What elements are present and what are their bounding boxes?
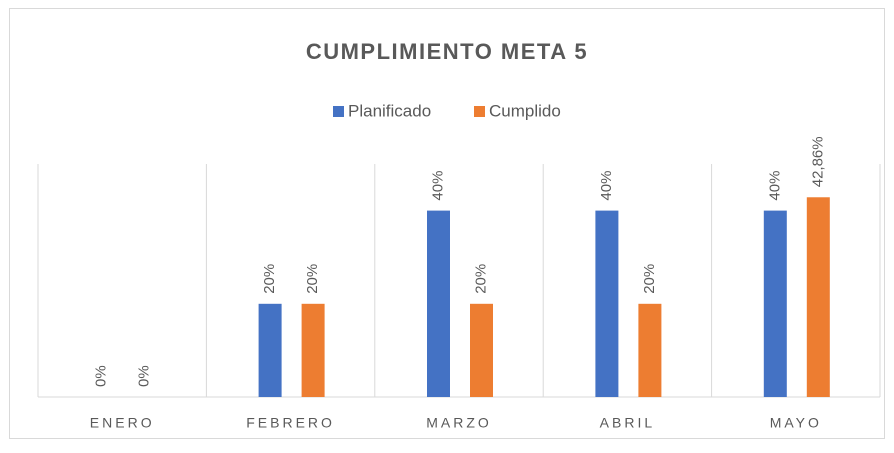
legend-swatch — [474, 106, 485, 117]
bar — [301, 303, 325, 397]
x-tick-label: FEBRERO — [246, 415, 335, 431]
data-label: 42,86% — [809, 136, 826, 187]
chart-title: CUMPLIMIENTO META 5 — [306, 39, 588, 64]
data-label: 40% — [598, 171, 615, 201]
bar — [470, 303, 493, 397]
legend-swatch — [333, 106, 344, 117]
bar — [763, 210, 787, 397]
x-tick-label: MARZO — [426, 415, 492, 431]
data-label: 20% — [472, 264, 489, 294]
data-label: 20% — [641, 264, 658, 294]
bar — [806, 197, 830, 397]
data-label: 0% — [136, 365, 153, 387]
bar — [427, 210, 450, 397]
bar — [595, 210, 619, 397]
legend-label: Cumplido — [489, 101, 561, 120]
data-label: 0% — [93, 365, 110, 387]
bar — [258, 303, 282, 397]
legend-label: Planificado — [348, 101, 431, 120]
x-tick-label: ENERO — [90, 415, 155, 431]
data-label: 40% — [429, 171, 446, 201]
data-label: 20% — [304, 264, 321, 294]
x-tick-label: MAYO — [770, 415, 822, 431]
x-tick-label: ABRIL — [600, 415, 655, 431]
data-label: 20% — [261, 264, 278, 294]
data-label: 40% — [766, 171, 783, 201]
bar — [638, 303, 662, 397]
